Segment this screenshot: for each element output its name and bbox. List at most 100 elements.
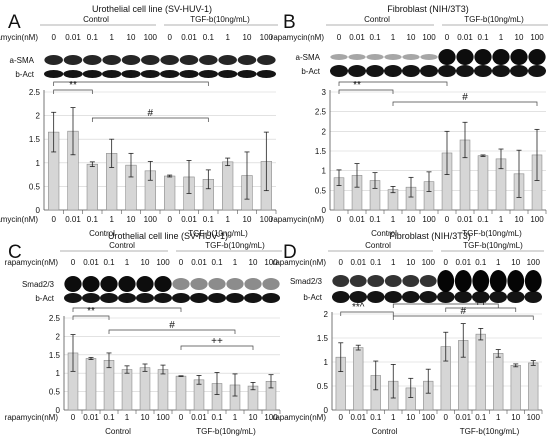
y-tick-label: 0	[322, 206, 327, 215]
x-tick-label: 1	[496, 413, 501, 422]
significance-label: #	[148, 108, 154, 119]
y-tick-label: 0	[324, 406, 329, 415]
blot-band-actin	[256, 70, 277, 78]
dose-label: 0	[337, 33, 342, 42]
rapamycin-label: rapamycin(nM)	[5, 258, 59, 267]
dose-label: 0.1	[103, 258, 115, 267]
x-tick-label: 0	[339, 413, 344, 422]
dose-label: 1	[109, 33, 114, 42]
panel-title: Fibroblast (NIH/3T3)	[387, 4, 469, 14]
x-tick-label: 0.1	[103, 413, 115, 422]
significance-label: #	[462, 92, 468, 103]
blot-band-actin	[474, 65, 492, 77]
y-tick-label: 1	[324, 358, 329, 367]
significance-bracket	[445, 307, 517, 312]
x-tick-label: 0.01	[349, 215, 365, 224]
significance-label: **	[353, 80, 361, 91]
x-group-label: TGF-b(10ng/mL)	[460, 427, 520, 436]
blot-band-actin	[118, 293, 136, 303]
blot-band-actin	[82, 293, 100, 303]
blot-band-actin	[140, 70, 160, 78]
blot-band-actin	[262, 293, 280, 303]
x-tick-label: 0.01	[181, 215, 197, 224]
dose-label: 0.1	[369, 33, 381, 42]
significance-bracket	[338, 81, 448, 86]
dose-label: 10	[511, 258, 520, 267]
rapamycin-label: rapamycin(nM)	[271, 215, 325, 224]
blot-band	[456, 49, 474, 65]
blot-band-actin	[179, 70, 199, 78]
y-tick-label: 1.5	[315, 147, 327, 156]
panel-title: Urothelial cell line (SV-HUV-1)	[108, 231, 228, 241]
panel-letter: C	[8, 242, 22, 263]
dose-label: 10	[243, 33, 252, 42]
panel-title: Urothelial cell line (SV-HUV-1)	[92, 4, 212, 14]
x-tick-label: 0.1	[87, 215, 99, 224]
significance-label: *^	[415, 294, 424, 305]
blot-band-actin	[402, 65, 420, 77]
x-tick-label: 1	[125, 413, 130, 422]
blot-band	[82, 276, 100, 292]
x-tick-label: 10	[249, 413, 258, 422]
dose-label: 0.1	[87, 33, 99, 42]
blot-band-actin	[367, 291, 385, 303]
blot-band	[262, 278, 280, 290]
blot-band	[524, 270, 542, 292]
significance-label: *	[125, 298, 129, 309]
blot-band	[332, 275, 350, 287]
dose-label: 0.1	[475, 258, 487, 267]
blot-band	[510, 49, 528, 65]
y-tick-label: 1.5	[317, 334, 329, 343]
x-group-label: Control	[89, 229, 115, 238]
group-label-tgf: TGF-b(10ng/mL)	[463, 241, 523, 250]
blot-band	[507, 270, 525, 292]
blot-band	[199, 55, 218, 65]
blot-band-actin	[332, 291, 350, 303]
blot-band-actin	[82, 70, 103, 78]
bar	[85, 358, 97, 411]
dose-label: 1	[225, 33, 230, 42]
group-label-control: Control	[365, 241, 391, 250]
dose-label: 0	[445, 33, 450, 42]
blot-band-actin	[136, 293, 154, 303]
blot-band-actin	[198, 70, 218, 78]
significance-bracket	[392, 315, 534, 320]
blot-band	[472, 270, 490, 292]
significance-bracket	[180, 345, 254, 350]
blot-band-actin	[510, 65, 528, 77]
significance-bracket	[108, 329, 236, 334]
blot-band-actin	[190, 293, 208, 303]
blot-band-actin	[100, 293, 118, 303]
blot-band	[330, 54, 348, 60]
significance-label: ++	[475, 298, 487, 309]
dose-label: 100	[530, 33, 544, 42]
dose-label: 0	[339, 258, 344, 267]
dose-label: 0.01	[65, 33, 81, 42]
y-tick-label: 2.5	[49, 314, 61, 323]
significance-label: *	[129, 72, 133, 83]
blot-band	[100, 276, 118, 292]
blot-band	[384, 275, 402, 287]
x-tick-label: 100	[156, 413, 170, 422]
dose-label: 0	[71, 258, 76, 267]
blot-band	[118, 276, 136, 292]
y-tick-label: 2	[322, 127, 327, 136]
blot-band-actin	[489, 291, 507, 303]
significance-bracket	[340, 311, 394, 316]
blot-band	[160, 55, 179, 65]
dose-label: 1	[125, 258, 130, 267]
x-tick-label: 1	[499, 215, 504, 224]
x-tick-label: 0.1	[369, 215, 381, 224]
blot-band	[83, 55, 102, 65]
x-tick-label: 0.1	[475, 413, 487, 422]
blot-label: a-SMA	[10, 56, 35, 65]
dose-label: 0.01	[350, 258, 366, 267]
blot-band	[437, 270, 455, 292]
blot-band-actin	[419, 291, 437, 303]
y-tick-label: 1	[56, 369, 61, 378]
y-tick-label: 0	[56, 406, 61, 415]
blot-band	[141, 55, 160, 65]
panel-letter: A	[8, 12, 21, 33]
